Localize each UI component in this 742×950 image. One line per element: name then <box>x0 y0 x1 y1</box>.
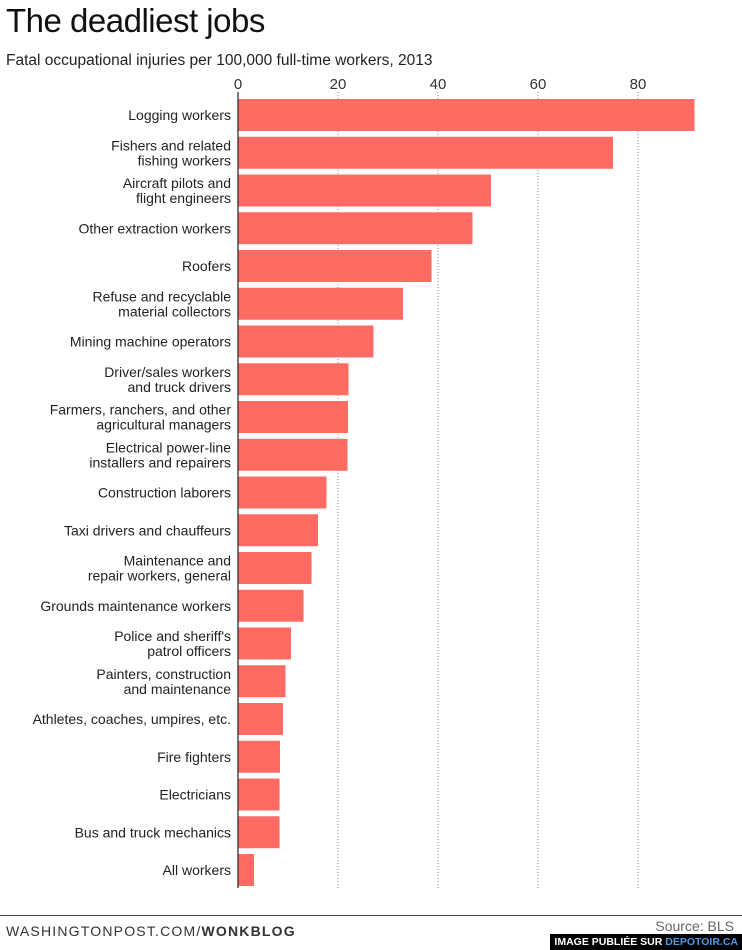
bar <box>238 401 348 433</box>
footer-divider <box>0 915 742 916</box>
bar <box>238 552 312 584</box>
watermark-brand: DEPOTOIR.CA <box>665 936 738 948</box>
watermark-prefix: IMAGE PUBLIÉE SUR <box>554 936 666 948</box>
category-label: installers and repairers <box>89 454 231 470</box>
bar <box>238 816 280 849</box>
bar <box>238 854 254 886</box>
category-label: Athletes, coaches, umpires, etc. <box>33 711 231 727</box>
category-label: Grounds maintenance workers <box>40 598 231 614</box>
category-label: Farmers, ranchers, and other <box>50 402 232 418</box>
x-tick-label: 20 <box>330 76 347 93</box>
bar <box>238 589 304 622</box>
category-label: Construction laborers <box>98 485 231 501</box>
bar <box>238 212 473 245</box>
category-label: Police and sheriff's <box>114 628 231 644</box>
category-label: Electrical power-line <box>106 439 231 455</box>
chart-title: The deadliest jobs <box>6 2 265 39</box>
bar <box>238 703 283 735</box>
category-label: Refuse and recyclable <box>92 288 231 304</box>
category-label: Painters, construction <box>96 666 231 682</box>
category-label: Maintenance and <box>124 553 231 569</box>
footer-site-link[interactable]: WASHINGTONPOST.COM/WONKBLOG <box>6 923 296 939</box>
chart-subtitle: Fatal occupational injuries per 100,000 … <box>6 52 433 69</box>
bar <box>238 740 280 773</box>
category-label: Logging workers <box>128 107 231 123</box>
source-note: Source: BLS <box>655 918 734 934</box>
bar <box>238 363 349 396</box>
bar <box>238 136 613 169</box>
bar <box>238 476 327 509</box>
bar <box>238 514 318 547</box>
category-label: flight engineers <box>136 190 231 206</box>
bar <box>238 174 491 207</box>
category-label: Roofers <box>182 258 231 274</box>
bar <box>238 778 280 811</box>
x-tick-label: 80 <box>630 76 647 93</box>
watermark: IMAGE PUBLIÉE SUR DEPOTOIR.CA <box>550 934 742 950</box>
category-label: Other extraction workers <box>79 220 232 236</box>
category-label: Fire fighters <box>157 749 231 765</box>
bar <box>238 438 348 471</box>
x-tick-label: 0 <box>234 76 242 93</box>
category-label: material collectors <box>118 303 231 319</box>
category-label: All workers <box>163 862 231 878</box>
category-label: Aircraft pilots and <box>123 175 231 191</box>
category-label: agricultural managers <box>96 417 231 433</box>
category-label: patrol officers <box>147 643 231 659</box>
bar <box>238 665 286 698</box>
x-tick-label: 60 <box>530 76 547 93</box>
bar <box>238 287 403 320</box>
bar-chart: 0 20 40 60 80 Logging workers Fishers and rela… <box>33 76 695 888</box>
category-label: Taxi drivers and chauffeurs <box>64 522 231 538</box>
category-label: and truck drivers <box>128 379 231 395</box>
bar <box>238 325 374 358</box>
category-label: repair workers, general <box>88 568 231 584</box>
category-label: fishing workers <box>138 152 231 168</box>
category-label: Bus and truck mechanics <box>75 824 231 840</box>
footer-site-prefix: WASHINGTONPOST.COM/ <box>6 923 202 939</box>
bar <box>238 627 291 660</box>
x-tick-label: 40 <box>430 76 447 93</box>
category-label: Electricians <box>159 787 231 803</box>
footer-site-bold: WONKBLOG <box>201 923 296 939</box>
bar <box>238 250 432 282</box>
category-label: Driver/sales workers <box>104 364 231 380</box>
category-label: and maintenance <box>124 681 232 697</box>
category-label: Fishers and related <box>111 137 231 153</box>
bar <box>238 99 695 131</box>
category-label: Mining machine operators <box>70 334 231 350</box>
